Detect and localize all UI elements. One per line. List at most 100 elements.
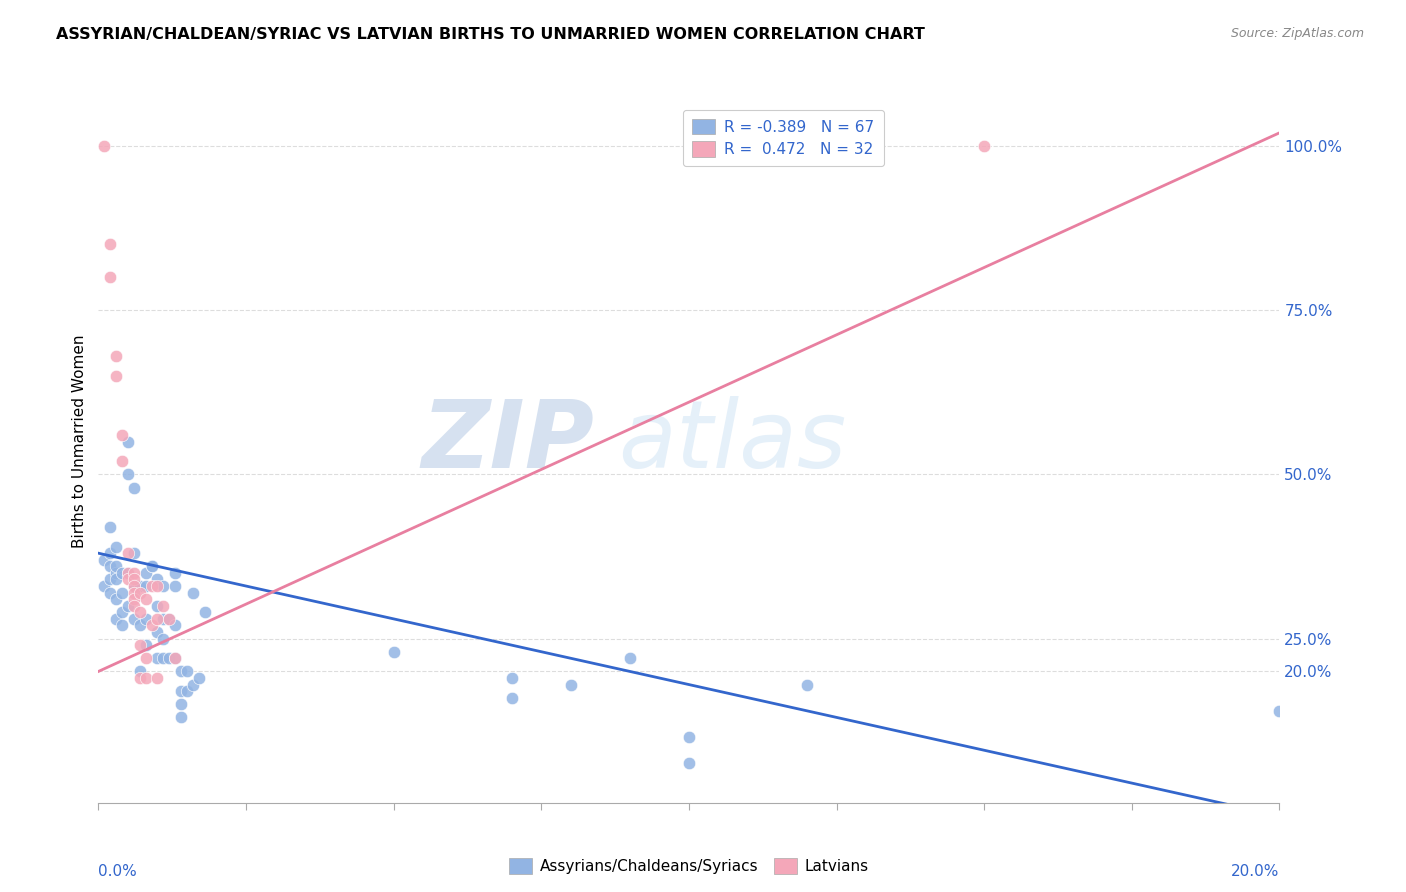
Assyrians/Chaldeans/Syriacs [165,566,187,580]
Latvians [973,139,995,153]
Assyrians/Chaldeans/Syriacs [194,605,217,619]
Assyrians/Chaldeans/Syriacs [152,579,174,593]
Assyrians/Chaldeans/Syriacs [1268,704,1291,718]
Assyrians/Chaldeans/Syriacs [141,559,163,574]
Assyrians/Chaldeans/Syriacs [93,553,115,567]
Assyrians/Chaldeans/Syriacs [117,467,139,482]
Assyrians/Chaldeans/Syriacs [141,559,163,574]
Legend: Assyrians/Chaldeans/Syriacs, Latvians: Assyrians/Chaldeans/Syriacs, Latvians [502,851,876,882]
Latvians [117,546,139,560]
Assyrians/Chaldeans/Syriacs [93,579,115,593]
Latvians [122,566,145,580]
Assyrians/Chaldeans/Syriacs [146,651,169,665]
Assyrians/Chaldeans/Syriacs [111,605,134,619]
Assyrians/Chaldeans/Syriacs [98,573,121,587]
Assyrians/Chaldeans/Syriacs [128,618,150,632]
Assyrians/Chaldeans/Syriacs [560,677,582,691]
Latvians [146,579,169,593]
Assyrians/Chaldeans/Syriacs [128,665,150,679]
Assyrians/Chaldeans/Syriacs [122,579,145,593]
Latvians [141,618,163,632]
Text: Source: ZipAtlas.com: Source: ZipAtlas.com [1230,27,1364,40]
Text: ASSYRIAN/CHALDEAN/SYRIAC VS LATVIAN BIRTHS TO UNMARRIED WOMEN CORRELATION CHART: ASSYRIAN/CHALDEAN/SYRIAC VS LATVIAN BIRT… [56,27,925,42]
Assyrians/Chaldeans/Syriacs [122,546,145,560]
Assyrians/Chaldeans/Syriacs [165,651,187,665]
Assyrians/Chaldeans/Syriacs [117,434,139,449]
Assyrians/Chaldeans/Syriacs [111,618,134,632]
Assyrians/Chaldeans/Syriacs [152,612,174,626]
Latvians [122,585,145,599]
Assyrians/Chaldeans/Syriacs [135,612,157,626]
Text: 20.0%: 20.0% [1232,864,1279,880]
Assyrians/Chaldeans/Syriacs [157,612,180,626]
Latvians [135,671,157,685]
Text: ZIP: ZIP [422,395,595,488]
Assyrians/Chaldeans/Syriacs [135,566,157,580]
Assyrians/Chaldeans/Syriacs [146,599,169,613]
Assyrians/Chaldeans/Syriacs [170,684,193,698]
Assyrians/Chaldeans/Syriacs [170,665,193,679]
Text: 0.0%: 0.0% [98,864,138,880]
Latvians [93,139,115,153]
Latvians [117,573,139,587]
Assyrians/Chaldeans/Syriacs [111,585,134,599]
Latvians [157,612,180,626]
Latvians [135,651,157,665]
Assyrians/Chaldeans/Syriacs [382,645,405,659]
Assyrians/Chaldeans/Syriacs [105,612,128,626]
Latvians [135,592,157,607]
Assyrians/Chaldeans/Syriacs [117,599,139,613]
Latvians [122,579,145,593]
Latvians [111,428,134,442]
Assyrians/Chaldeans/Syriacs [619,651,641,665]
Assyrians/Chaldeans/Syriacs [501,671,523,685]
Assyrians/Chaldeans/Syriacs [181,677,204,691]
Latvians [128,638,150,652]
Latvians [141,579,163,593]
Assyrians/Chaldeans/Syriacs [105,592,128,607]
Assyrians/Chaldeans/Syriacs [152,651,174,665]
Latvians [122,599,145,613]
Assyrians/Chaldeans/Syriacs [111,566,134,580]
Assyrians/Chaldeans/Syriacs [135,638,157,652]
Latvians [122,592,145,607]
Assyrians/Chaldeans/Syriacs [678,756,700,771]
Assyrians/Chaldeans/Syriacs [105,540,128,554]
Latvians [111,454,134,468]
Assyrians/Chaldeans/Syriacs [146,573,169,587]
Assyrians/Chaldeans/Syriacs [170,698,193,712]
Assyrians/Chaldeans/Syriacs [122,612,145,626]
Latvians [128,585,150,599]
Y-axis label: Births to Unmarried Women: Births to Unmarried Women [72,334,87,549]
Assyrians/Chaldeans/Syriacs [128,579,150,593]
Latvians [105,349,128,363]
Assyrians/Chaldeans/Syriacs [117,566,139,580]
Assyrians/Chaldeans/Syriacs [105,573,128,587]
Assyrians/Chaldeans/Syriacs [105,559,128,574]
Assyrians/Chaldeans/Syriacs [165,579,187,593]
Latvians [128,605,150,619]
Assyrians/Chaldeans/Syriacs [122,481,145,495]
Latvians [165,651,187,665]
Latvians [98,237,121,252]
Latvians [128,671,150,685]
Assyrians/Chaldeans/Syriacs [678,730,700,744]
Assyrians/Chaldeans/Syriacs [146,625,169,640]
Assyrians/Chaldeans/Syriacs [187,671,209,685]
Assyrians/Chaldeans/Syriacs [501,690,523,705]
Latvians [117,566,139,580]
Latvians [152,599,174,613]
Latvians [146,671,169,685]
Assyrians/Chaldeans/Syriacs [98,585,121,599]
Assyrians/Chaldeans/Syriacs [105,566,128,580]
Latvians [146,612,169,626]
Assyrians/Chaldeans/Syriacs [157,651,180,665]
Text: atlas: atlas [619,396,846,487]
Assyrians/Chaldeans/Syriacs [135,579,157,593]
Assyrians/Chaldeans/Syriacs [165,618,187,632]
Assyrians/Chaldeans/Syriacs [170,710,193,724]
Assyrians/Chaldeans/Syriacs [176,684,198,698]
Assyrians/Chaldeans/Syriacs [98,520,121,534]
Assyrians/Chaldeans/Syriacs [98,559,121,574]
Assyrians/Chaldeans/Syriacs [176,665,198,679]
